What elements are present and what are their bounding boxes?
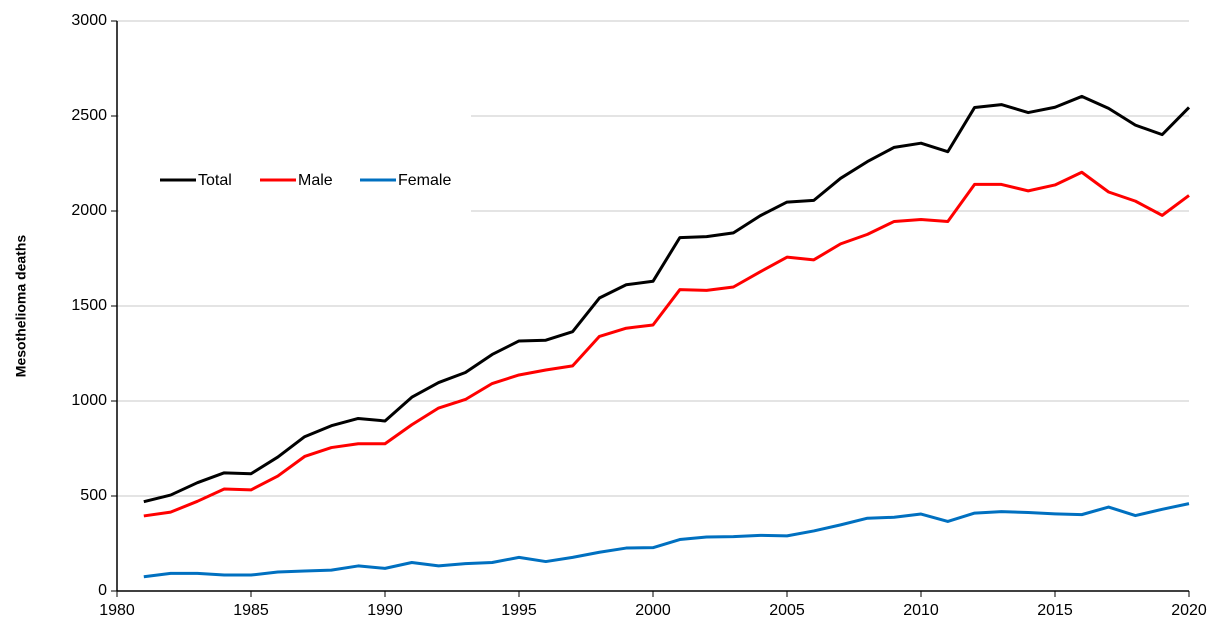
legend-label: Male	[298, 172, 333, 189]
legend-background	[119, 100, 471, 230]
x-tick-label: 1980	[99, 602, 135, 619]
x-tick-label: 2020	[1171, 602, 1207, 619]
x-tick-label: 2010	[903, 602, 939, 619]
y-axis-label: Mesothelioma deaths	[13, 235, 29, 378]
legend-label: Total	[198, 172, 232, 189]
x-tick-label: 2015	[1037, 602, 1073, 619]
x-tick-label: 1985	[233, 602, 269, 619]
x-tick-label: 1990	[367, 602, 403, 619]
x-tick-label: 1995	[501, 602, 537, 619]
x-tick-label: 2000	[635, 602, 671, 619]
y-tick-label: 2000	[71, 202, 107, 219]
y-tick-label: 0	[98, 582, 107, 599]
series-line	[143, 170, 1190, 518]
y-tick-label: 500	[80, 487, 107, 504]
x-tick-label: 2005	[769, 602, 805, 619]
series-line	[143, 94, 1191, 504]
series-line	[143, 502, 1190, 579]
legend-label: Female	[398, 172, 451, 189]
y-tick-label: 1500	[71, 297, 107, 314]
y-tick-label: 3000	[71, 12, 107, 29]
y-tick-label: 1000	[71, 392, 107, 409]
y-tick-label: 2500	[71, 107, 107, 124]
